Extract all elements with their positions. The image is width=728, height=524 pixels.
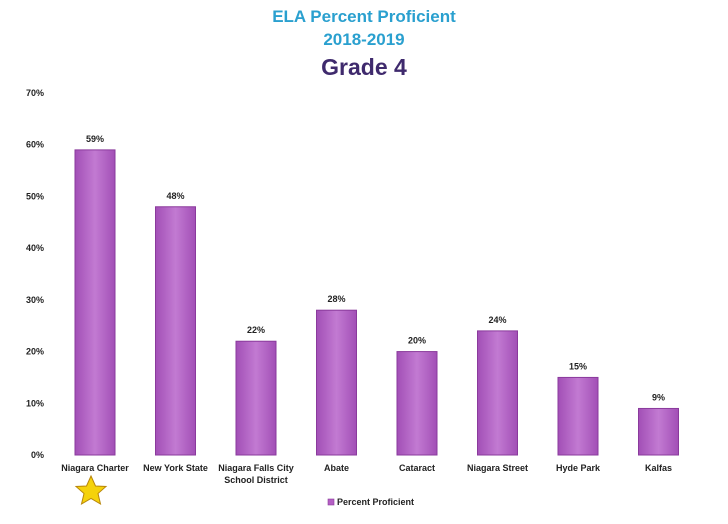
bar	[638, 407, 679, 456]
data-label: 9%	[652, 392, 665, 402]
bars	[74, 149, 679, 456]
y-tick-label: 0%	[31, 450, 44, 460]
y-tick-label: 30%	[26, 295, 44, 305]
category-label: School District	[224, 475, 288, 485]
data-label: 20%	[408, 336, 426, 346]
bar	[316, 309, 357, 456]
y-tick-label: 20%	[26, 347, 44, 357]
category-label: Hyde Park	[556, 463, 601, 473]
data-label: 59%	[86, 134, 104, 144]
y-tick-label: 70%	[26, 88, 44, 98]
y-tick-label: 50%	[26, 191, 44, 201]
legend: Percent Proficient	[327, 497, 414, 507]
bar	[396, 351, 438, 456]
category-label: Niagara Falls City	[218, 463, 294, 473]
star-icon	[74, 474, 108, 506]
y-tick-label: 10%	[26, 398, 44, 408]
data-label: 48%	[166, 191, 184, 201]
data-label: 22%	[247, 325, 265, 335]
y-tick-label: 40%	[26, 243, 44, 253]
category-label: Niagara Charter	[61, 463, 129, 473]
data-label: 28%	[327, 294, 345, 304]
chart-heading: Grade 4	[321, 54, 407, 80]
category-label: Abate	[324, 463, 349, 473]
bar	[155, 206, 196, 456]
data-label: 15%	[569, 361, 587, 371]
bar	[74, 149, 116, 456]
category-label: Kalfas	[645, 463, 672, 473]
y-axis: 0% 10% 20% 30% 40% 50% 60% 70%	[26, 88, 44, 460]
chart-title: ELA Percent Proficient	[272, 7, 456, 26]
data-label: 24%	[488, 315, 506, 325]
y-tick-label: 60%	[26, 140, 44, 150]
bar	[557, 376, 599, 456]
category-labels: Niagara Charter New York State Niagara Fal…	[61, 463, 672, 485]
legend-swatch	[327, 498, 335, 506]
legend-label: Percent Proficient	[337, 497, 414, 507]
data-labels: 59% 48% 22% 28% 20% 24% 15% 9%	[86, 134, 665, 403]
bar	[477, 330, 518, 456]
category-label: New York State	[143, 463, 208, 473]
category-label: Niagara Street	[467, 463, 528, 473]
bar	[235, 340, 277, 456]
category-label: Cataract	[399, 463, 435, 473]
chart-subtitle: 2018-2019	[323, 30, 405, 49]
